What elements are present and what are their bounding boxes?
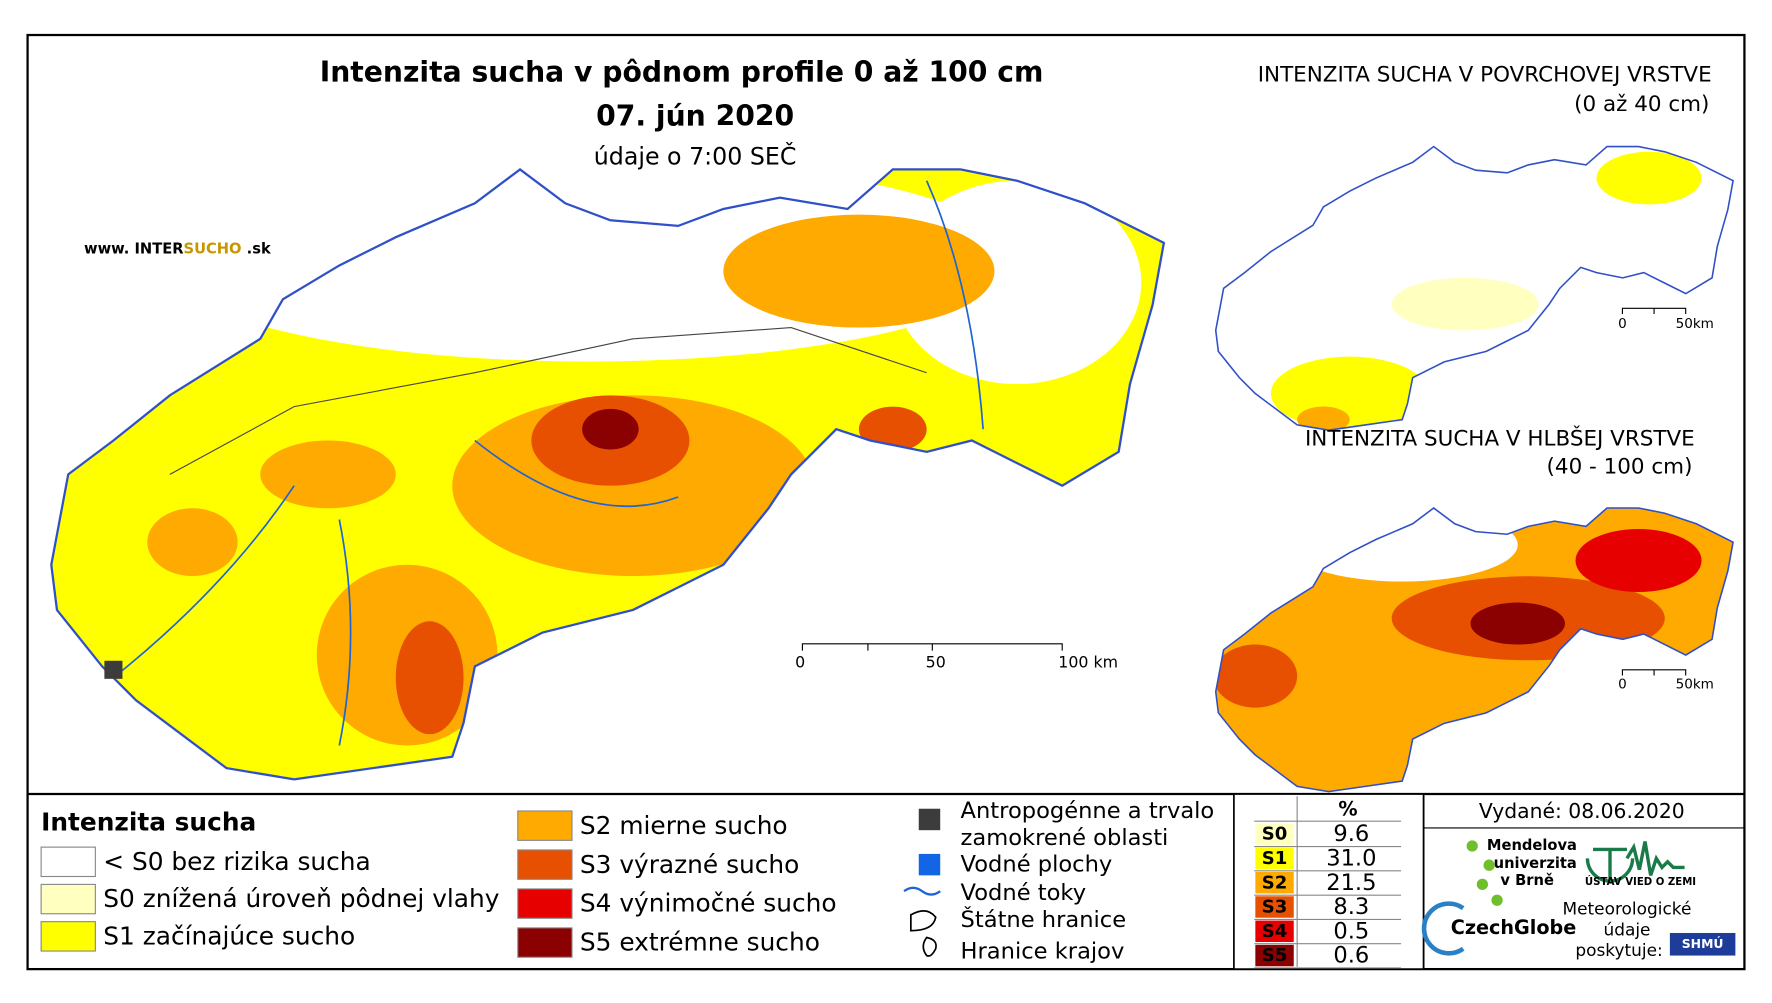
- table-cell-text: 21.5: [1326, 870, 1376, 896]
- logo-text: CzechGlobe: [1451, 916, 1577, 939]
- main-map: [50, 168, 1165, 781]
- legend-label: < S0 bez rizika sucha: [103, 847, 370, 876]
- website: www. INTERSUCHO .sk: [84, 241, 272, 258]
- legend-swatch: [40, 883, 96, 915]
- legend-other: Antropogénne a trvalo zamokrené oblasti …: [903, 797, 1222, 965]
- legend-label-line: zamokrené oblasti: [961, 825, 1169, 851]
- inset-surface-map: [1214, 145, 1734, 431]
- table-cell-text: S0: [1262, 824, 1288, 845]
- table-cell: [1255, 871, 1294, 894]
- scale-label: 50: [926, 653, 946, 672]
- scale-label: 0: [795, 653, 805, 672]
- table-cell: [1255, 823, 1294, 845]
- table-cell-text: 31.0: [1326, 845, 1376, 871]
- table-cell-text: 8.3: [1333, 894, 1369, 920]
- table-cell: [1255, 847, 1294, 870]
- logo-text: Meteorologické: [1563, 898, 1692, 918]
- legend-label: Štátne hranice: [961, 905, 1127, 933]
- legend-label: S2 mierne sucho: [580, 811, 788, 840]
- map-date: 07. jún 2020: [596, 99, 794, 132]
- logo-text: poskytuje:: [1575, 940, 1662, 960]
- scale-label: 50km: [1676, 676, 1714, 692]
- legend-title: Intenzita sucha: [41, 807, 256, 836]
- map-time-note: údaje o 7:00 SEČ: [594, 143, 797, 171]
- table-cell-text: S2: [1262, 872, 1288, 893]
- table-cell-text: S4: [1262, 921, 1288, 942]
- legend-label: Hranice krajov: [961, 939, 1125, 965]
- scale-label: 0: [1618, 676, 1627, 692]
- legend-label: S0 znížená úroveň pôdnej vlahy: [103, 884, 499, 913]
- legend-swatch: [517, 849, 573, 880]
- inset-title: INTENZITA SUCHA V POVRCHOVEJ VRSTVE: [1258, 63, 1712, 88]
- table-cell: [1255, 920, 1294, 943]
- inset-title: INTENZITA SUCHA V HLBŠEJ VRSTVE: [1305, 425, 1695, 451]
- map-title: Intenzita sucha v pôdnom profile 0 až 10…: [320, 55, 1044, 88]
- legend-swatch: [517, 927, 573, 958]
- inset-deep-map: [1214, 507, 1734, 793]
- legend-swatch: [517, 810, 573, 841]
- table-cell-text: S3: [1262, 897, 1288, 918]
- logo-text: v Brně: [1500, 872, 1554, 889]
- table-cell-text: 0.6: [1333, 943, 1369, 969]
- legend-label: Vodné toky: [961, 880, 1087, 906]
- table-cell-text: S1: [1262, 848, 1288, 869]
- website-part: www. INTER: [84, 241, 183, 258]
- scale-bar: [1621, 669, 1687, 676]
- logos: Mendelova univerzita v Brně CzechGlobe Ú…: [1421, 837, 1736, 960]
- logo-text: ÚSTAV VIED O ZEMI: [1585, 875, 1696, 888]
- scale-label: 100 km: [1058, 653, 1118, 672]
- inset-subtitle: (40 - 100 cm): [1547, 455, 1693, 480]
- legend: < S0 bez rizika sucha S0 znížená úroveň p…: [40, 810, 837, 958]
- table-cell-text: 9.6: [1333, 821, 1369, 847]
- legend-swatch: [517, 888, 573, 919]
- scale-label: 50km: [1676, 316, 1714, 332]
- website-part: .sk: [242, 241, 272, 258]
- legend-label: Antropogénne a trvalo zamokrené oblasti: [961, 797, 1222, 850]
- legend-label: S1 začínajúce sucho: [103, 921, 355, 950]
- table-cell: [1255, 896, 1294, 918]
- logo-text: SHMÚ: [1682, 936, 1724, 951]
- stats-table: % S0 9.6 S1 31.0 S2 21.5 S3 8.3 S4 0.5 S5 0.6: [1233, 793, 1425, 970]
- scale-bar: [801, 643, 1063, 651]
- inset-subtitle: (0 až 40 cm): [1574, 92, 1709, 117]
- legend-swatch: [40, 921, 96, 952]
- legend-label-line: Antropogénne a trvalo: [961, 797, 1215, 823]
- table-header: %: [1338, 797, 1357, 820]
- legend-swatch: [40, 846, 96, 878]
- legend-label: S5 extrémne sucho: [580, 928, 820, 957]
- website-part: SUCHO: [184, 241, 242, 258]
- legend-label: Vodné plochy: [961, 852, 1113, 878]
- table-cell: [1255, 944, 1294, 967]
- table-cell-text: 0.5: [1333, 918, 1369, 944]
- logo-text: údaje: [1603, 920, 1650, 940]
- logo-text: univerzita: [1494, 855, 1577, 872]
- issued-date: Vydané: 08.06.2020: [1479, 799, 1685, 823]
- logo-text: Mendelova: [1487, 837, 1577, 854]
- table-cell-text: S5: [1262, 945, 1288, 966]
- scale-label: 0: [1618, 316, 1627, 332]
- scale-bar: [1621, 307, 1687, 315]
- legend-label: S3 výrazné sucho: [580, 850, 799, 879]
- legend-label: S4 výnimočné sucho: [580, 889, 837, 918]
